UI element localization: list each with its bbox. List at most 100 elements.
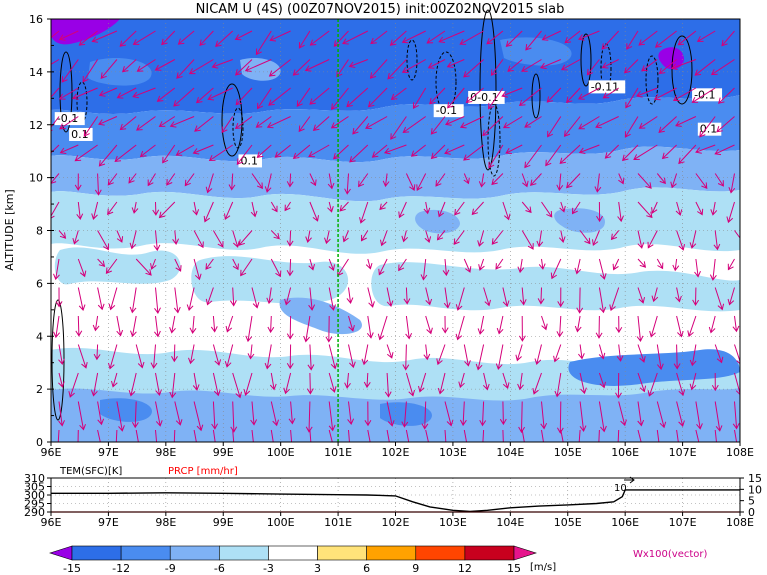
surface-x-tick-label: 103E	[439, 516, 467, 529]
y-axis-label: ALTITUDE [km]	[3, 189, 16, 270]
wind-vector	[482, 429, 485, 442]
wind-vector	[115, 429, 118, 442]
wind-vector	[251, 287, 260, 309]
wind-vector	[475, 344, 485, 371]
wind-vector	[714, 429, 717, 442]
colorbar-swatch	[71, 545, 122, 561]
wind-vector	[521, 201, 532, 214]
wind-vector	[98, 87, 118, 97]
wind-vector	[574, 258, 582, 275]
wind-vector	[524, 116, 542, 128]
wind-vector	[107, 201, 118, 216]
wind-vector	[150, 258, 157, 270]
wind-vector	[425, 287, 433, 306]
wind-vector	[344, 372, 351, 389]
wind-vector	[380, 230, 388, 247]
wind-vector	[274, 144, 291, 158]
field-patch	[500, 37, 572, 66]
wind-vector	[365, 116, 388, 129]
wind-vector	[445, 116, 465, 126]
wind-vector	[359, 201, 369, 224]
wind-vector	[377, 315, 388, 341]
wind-vector	[188, 344, 195, 365]
wind-vector	[208, 144, 233, 162]
wind-vector	[647, 372, 658, 397]
wind-vector	[136, 116, 156, 131]
wind-vector	[172, 230, 180, 245]
wind-vector	[556, 315, 564, 338]
wind-vector	[83, 116, 99, 137]
wind-vector	[174, 401, 183, 426]
wind-vector	[169, 372, 177, 399]
wind-vector	[131, 201, 139, 214]
wind-vector	[507, 59, 523, 72]
wind-vector	[292, 59, 311, 76]
wind-vector	[521, 59, 542, 72]
wind-vector	[232, 258, 239, 271]
colorbar-swatch	[317, 545, 367, 561]
wind-vector	[676, 315, 684, 338]
wind-vector	[93, 344, 101, 361]
wind-vector	[524, 144, 542, 169]
wind-vector	[390, 116, 407, 140]
wind-vector	[654, 30, 677, 48]
wind-vector	[192, 372, 200, 391]
wind-vector	[328, 287, 336, 311]
wind-vector	[436, 344, 446, 366]
wind-vector	[564, 30, 581, 44]
wind-vector	[403, 287, 411, 305]
surface-x-tick-label: 99E	[213, 516, 234, 529]
wind-vector	[633, 144, 658, 161]
wind-vector	[193, 230, 204, 249]
wind-vector	[713, 230, 721, 251]
colorbar-tick-label: 15	[507, 562, 521, 575]
wind-vector	[734, 372, 740, 396]
wind-vector	[563, 116, 581, 137]
wind-vector	[58, 30, 79, 41]
wind-vector	[367, 87, 388, 108]
wind-vector	[97, 429, 101, 442]
wind-vector	[305, 401, 313, 433]
wind-vector	[77, 401, 86, 431]
wind-vector	[622, 144, 639, 162]
y-tick-label: 4	[36, 330, 43, 343]
colorbar-swatch	[169, 545, 220, 561]
wind-vector	[592, 230, 600, 247]
wind-vector	[602, 87, 619, 99]
y-tick-label: 2	[36, 383, 43, 396]
wind-vector	[418, 372, 427, 393]
wind-vector	[695, 201, 704, 216]
wind-vector	[324, 230, 331, 245]
wind-vector	[559, 144, 581, 165]
wind-vector	[155, 429, 158, 442]
wind-vector	[100, 59, 118, 79]
wind-vector	[189, 315, 197, 334]
wind-vector	[598, 344, 606, 360]
wind-vector	[578, 429, 581, 442]
main-x-ticks: 96E 97E 98E 99E 100E 101E 102E 103E 104E 105E 106E…	[41, 442, 754, 459]
wind-vector	[346, 287, 354, 304]
wind-vector	[250, 401, 258, 426]
contour-label-bg	[238, 154, 262, 168]
wind-vector	[438, 30, 465, 43]
wind-vector	[328, 401, 336, 432]
wind-vector	[695, 429, 700, 442]
wind-vector	[193, 429, 197, 442]
wind-vector	[309, 87, 330, 105]
wind-vector	[732, 401, 740, 430]
wind-vector	[534, 344, 542, 365]
wind-vector	[269, 30, 291, 42]
wind-vector	[360, 230, 369, 242]
wind-vector	[309, 201, 319, 222]
wind-vector	[286, 230, 294, 247]
contour-line	[580, 33, 592, 87]
wind-vector	[463, 429, 468, 442]
wind-vector	[727, 287, 735, 306]
x-tick-label: 97E	[98, 446, 119, 459]
wind-vector	[541, 201, 553, 218]
field-patch	[380, 402, 432, 426]
wind-vector	[405, 315, 413, 340]
wind-vector	[288, 401, 296, 425]
wind-vector	[92, 315, 100, 332]
